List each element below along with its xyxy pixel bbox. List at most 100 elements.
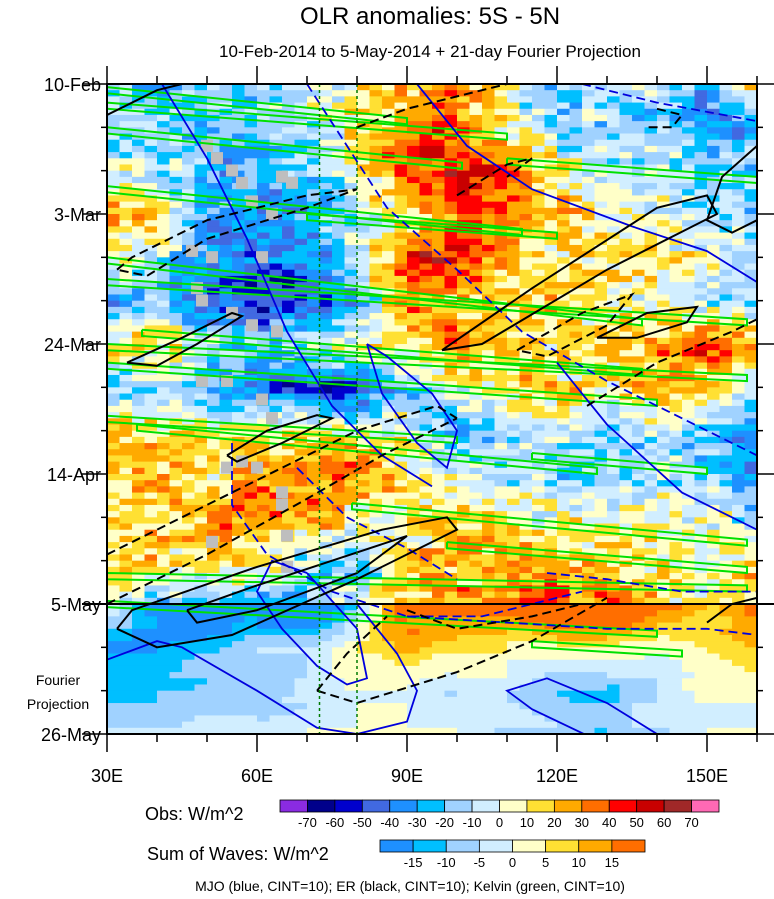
heatmap-cell [344, 399, 358, 407]
heatmap-cell [632, 523, 646, 531]
heatmap-cell [394, 381, 408, 388]
heatmap-cell [132, 641, 146, 648]
heatmap-cell [157, 164, 171, 172]
heatmap-cell [432, 145, 446, 153]
heatmap-cell [432, 214, 446, 221]
heatmap-cell [544, 696, 558, 704]
heatmap-cell [382, 214, 396, 221]
heatmap-cell [357, 672, 371, 679]
heatmap-cell [169, 294, 183, 302]
heatmap-cell [482, 622, 496, 630]
heatmap-cell [457, 430, 471, 438]
heatmap-cell [694, 405, 708, 413]
heatmap-cell [344, 139, 358, 147]
heatmap-cell [232, 703, 246, 710]
heatmap-cell [282, 616, 296, 624]
heatmap-cell [619, 727, 633, 734]
heatmap-cell [419, 573, 433, 580]
heatmap-cell [482, 164, 496, 172]
heatmap-cell [682, 498, 696, 506]
heatmap-cell [219, 207, 233, 215]
heatmap-cell [444, 189, 458, 197]
heatmap-cell [232, 566, 246, 574]
heatmap-cell [282, 610, 296, 617]
heatmap-cell [144, 610, 158, 617]
heatmap-cell [119, 535, 133, 543]
heatmap-cell [482, 344, 496, 351]
heatmap-cell [194, 90, 208, 97]
heatmap-cell [382, 480, 396, 487]
heatmap-cell [169, 474, 183, 481]
heatmap-cell [394, 313, 408, 320]
heatmap-cell [619, 145, 633, 153]
heatmap-cell [607, 158, 621, 166]
heatmap-cell [357, 647, 371, 655]
heatmap-cell [557, 653, 571, 661]
heatmap-cell [669, 579, 683, 587]
heatmap-cell [394, 721, 408, 729]
heatmap-cell [682, 90, 696, 97]
heatmap-cell [357, 251, 371, 258]
heatmap-cell [257, 529, 271, 537]
heatmap-cell [694, 158, 708, 166]
heatmap-cell [119, 232, 133, 240]
heatmap-cell [607, 282, 621, 289]
heatmap-cell [232, 288, 246, 296]
heatmap-cell [144, 511, 158, 518]
heatmap-cell [582, 362, 596, 370]
heatmap-cell [219, 616, 233, 624]
heatmap-cell [657, 226, 671, 234]
heatmap-cell [182, 535, 196, 543]
heatmap-cell [694, 356, 708, 364]
heatmap-cell [619, 566, 633, 574]
heatmap-cell [557, 114, 571, 122]
heatmap-cell [532, 282, 546, 289]
heatmap-cell [269, 715, 283, 723]
heatmap-cell [257, 566, 271, 574]
heatmap-cell [519, 102, 533, 110]
heatmap-cell [382, 96, 396, 104]
heatmap-cell [644, 393, 658, 401]
heatmap-cell [344, 684, 358, 692]
heatmap-cell [557, 90, 571, 97]
heatmap-cell [407, 244, 421, 252]
heatmap-cell [432, 195, 446, 203]
heatmap-cell [257, 721, 271, 729]
heatmap-cell [657, 96, 671, 104]
heatmap-cell [469, 727, 483, 734]
heatmap-cell [307, 486, 321, 494]
heatmap-cell [407, 331, 421, 339]
heatmap-cell [657, 591, 671, 599]
heatmap-cell [482, 696, 496, 704]
heatmap-cell [207, 412, 221, 419]
heatmap-cell [594, 195, 608, 203]
heatmap-cell [669, 443, 683, 450]
heatmap-cell [619, 672, 633, 679]
heatmap-cell [644, 449, 658, 457]
heatmap-cell [307, 102, 321, 110]
heatmap-cell [294, 486, 308, 494]
heatmap-cell [282, 486, 296, 494]
heatmap-cell [457, 653, 471, 661]
heatmap-cell [269, 634, 283, 642]
heatmap-cell [394, 387, 408, 395]
heatmap-cell [282, 412, 296, 419]
heatmap-cell [357, 684, 371, 692]
heatmap-cell [494, 238, 508, 246]
heatmap-cell [407, 424, 421, 432]
heatmap-cell [394, 102, 408, 110]
heatmap-cell [432, 523, 446, 531]
heatmap-cell [594, 721, 608, 729]
heatmap-cell [519, 622, 533, 630]
heatmap-cell [644, 201, 658, 209]
heatmap-cell [207, 647, 221, 655]
heatmap-cell [582, 709, 596, 717]
heatmap-cell [494, 517, 508, 525]
heatmap-cell [182, 232, 196, 240]
heatmap-cell [207, 573, 221, 580]
heatmap-cell [182, 313, 196, 320]
heatmap-cell [232, 585, 246, 593]
heatmap-cell [619, 653, 633, 661]
heatmap-cell [507, 647, 521, 655]
heatmap-cell [582, 102, 596, 110]
